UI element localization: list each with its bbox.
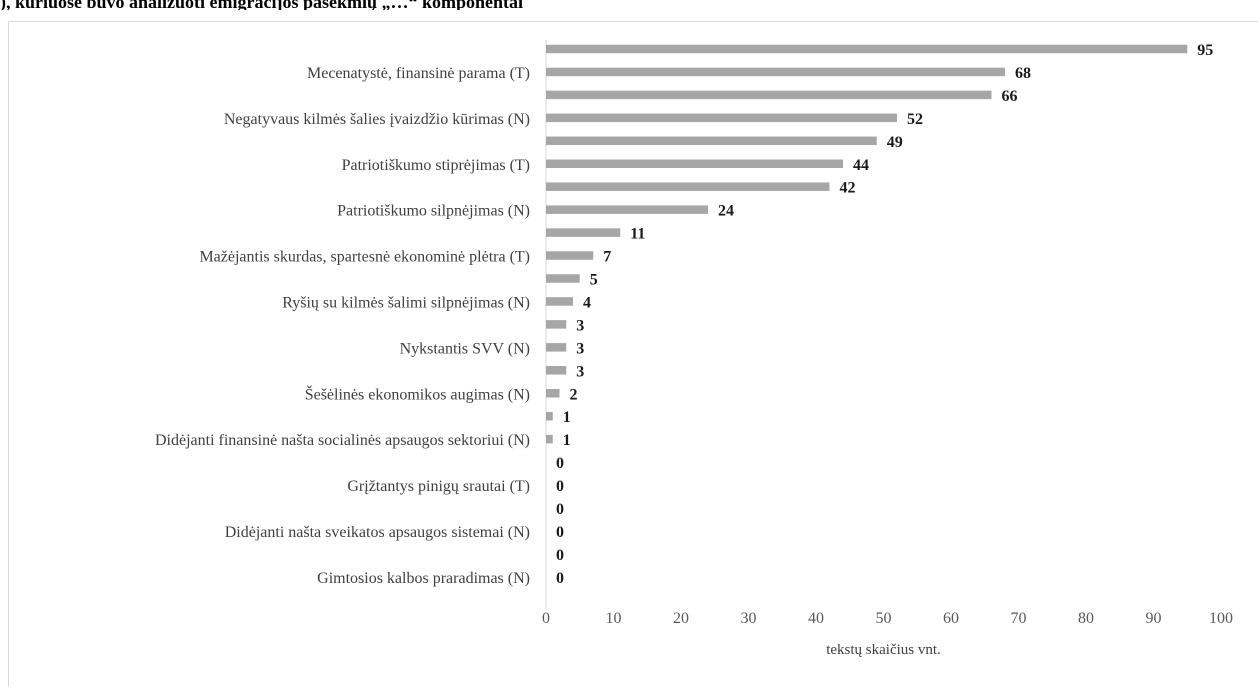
x-tick-label: 70 bbox=[1011, 610, 1027, 627]
value-label: 49 bbox=[887, 134, 903, 151]
category-label: Didėjanti našta sveikatos apsaugos siste… bbox=[225, 524, 530, 541]
x-tick-label: 60 bbox=[943, 610, 959, 627]
bar bbox=[546, 320, 567, 329]
bar bbox=[546, 159, 843, 168]
x-axis-title: tekstų skaičius vnt. bbox=[826, 642, 941, 658]
value-label: 7 bbox=[603, 249, 611, 266]
x-tick-label: 100 bbox=[1209, 610, 1233, 627]
bar bbox=[546, 228, 621, 237]
value-label: 52 bbox=[907, 111, 923, 128]
bar bbox=[546, 366, 567, 375]
value-label: 2 bbox=[570, 386, 578, 403]
bar bbox=[546, 136, 877, 146]
chart-frame: 95 68 Mecenatystė, finansinė parama (T) 66 5… bbox=[8, 21, 1258, 687]
value-label: 44 bbox=[853, 157, 869, 174]
category-label: Didėjanti finansinė našta socialinės aps… bbox=[155, 432, 530, 449]
category-label: Mažėjantis skurdas, spartesnė ekonominė … bbox=[199, 249, 530, 266]
bar bbox=[546, 251, 594, 260]
value-label: 68 bbox=[1015, 65, 1031, 82]
bar bbox=[546, 297, 573, 306]
x-tick-label: 0 bbox=[542, 610, 550, 627]
value-label: 0 bbox=[556, 455, 564, 472]
category-label: Grįžtantys pinigų srautai (T) bbox=[347, 478, 530, 495]
category-label: Gimtosios kalbos praradimas (N) bbox=[317, 570, 530, 587]
category-label: Nykstantis SVV (N) bbox=[400, 340, 530, 357]
value-label: 0 bbox=[556, 478, 564, 495]
value-label: 1 bbox=[563, 409, 571, 426]
value-label: 0 bbox=[556, 547, 564, 564]
x-tick-label: 80 bbox=[1078, 610, 1094, 627]
value-label: 3 bbox=[576, 317, 584, 334]
category-label: Patriotiškumo stiprėjimas (T) bbox=[342, 157, 530, 174]
value-label: 4 bbox=[583, 294, 591, 311]
value-label: 3 bbox=[576, 340, 584, 357]
bar bbox=[546, 411, 553, 421]
category-label: Mecenatystė, finansinė parama (T) bbox=[307, 65, 530, 82]
x-tick-label: 20 bbox=[673, 610, 689, 627]
bar bbox=[546, 90, 992, 100]
value-label: 66 bbox=[1002, 88, 1018, 105]
bar bbox=[546, 389, 560, 398]
category-label: Negatyvaus kilmės šalies įvaizdžio kūrim… bbox=[224, 111, 530, 128]
bar bbox=[546, 67, 1005, 77]
value-label: 3 bbox=[576, 363, 584, 380]
category-label: Šešėlinės ekonomikos augimas (N) bbox=[305, 384, 530, 403]
value-label: 42 bbox=[840, 180, 856, 197]
value-label: 0 bbox=[556, 524, 564, 541]
x-tick-label: 50 bbox=[876, 610, 892, 627]
category-label: Ryšių su kilmės šalimi silpnėjimas (N) bbox=[282, 294, 530, 311]
x-tick-label: 90 bbox=[1146, 610, 1162, 627]
bar bbox=[546, 205, 708, 214]
horizontal-bar-chart: 95 68 Mecenatystė, finansinė parama (T) 66 5… bbox=[155, 40, 1233, 658]
value-label: 95 bbox=[1197, 42, 1213, 59]
bar bbox=[546, 343, 567, 352]
x-tick-label: 10 bbox=[606, 610, 622, 627]
bar bbox=[546, 182, 830, 191]
category-label: Patriotiškumo silpnėjimas (N) bbox=[337, 203, 530, 220]
value-label: 1 bbox=[563, 432, 571, 449]
bar bbox=[546, 44, 1188, 54]
value-label: 0 bbox=[556, 570, 564, 587]
value-label: 0 bbox=[556, 501, 564, 518]
chart-title-fragment: ), kuriuose buvo analizuoti emigracijos … bbox=[0, 0, 524, 10]
x-tick-label: 40 bbox=[808, 610, 824, 627]
x-tick-label: 30 bbox=[741, 610, 757, 627]
value-label: 5 bbox=[590, 272, 598, 289]
bar bbox=[546, 434, 553, 444]
bar bbox=[546, 113, 897, 123]
value-label: 24 bbox=[718, 203, 734, 220]
bar bbox=[546, 274, 580, 283]
value-label: 11 bbox=[630, 226, 645, 243]
